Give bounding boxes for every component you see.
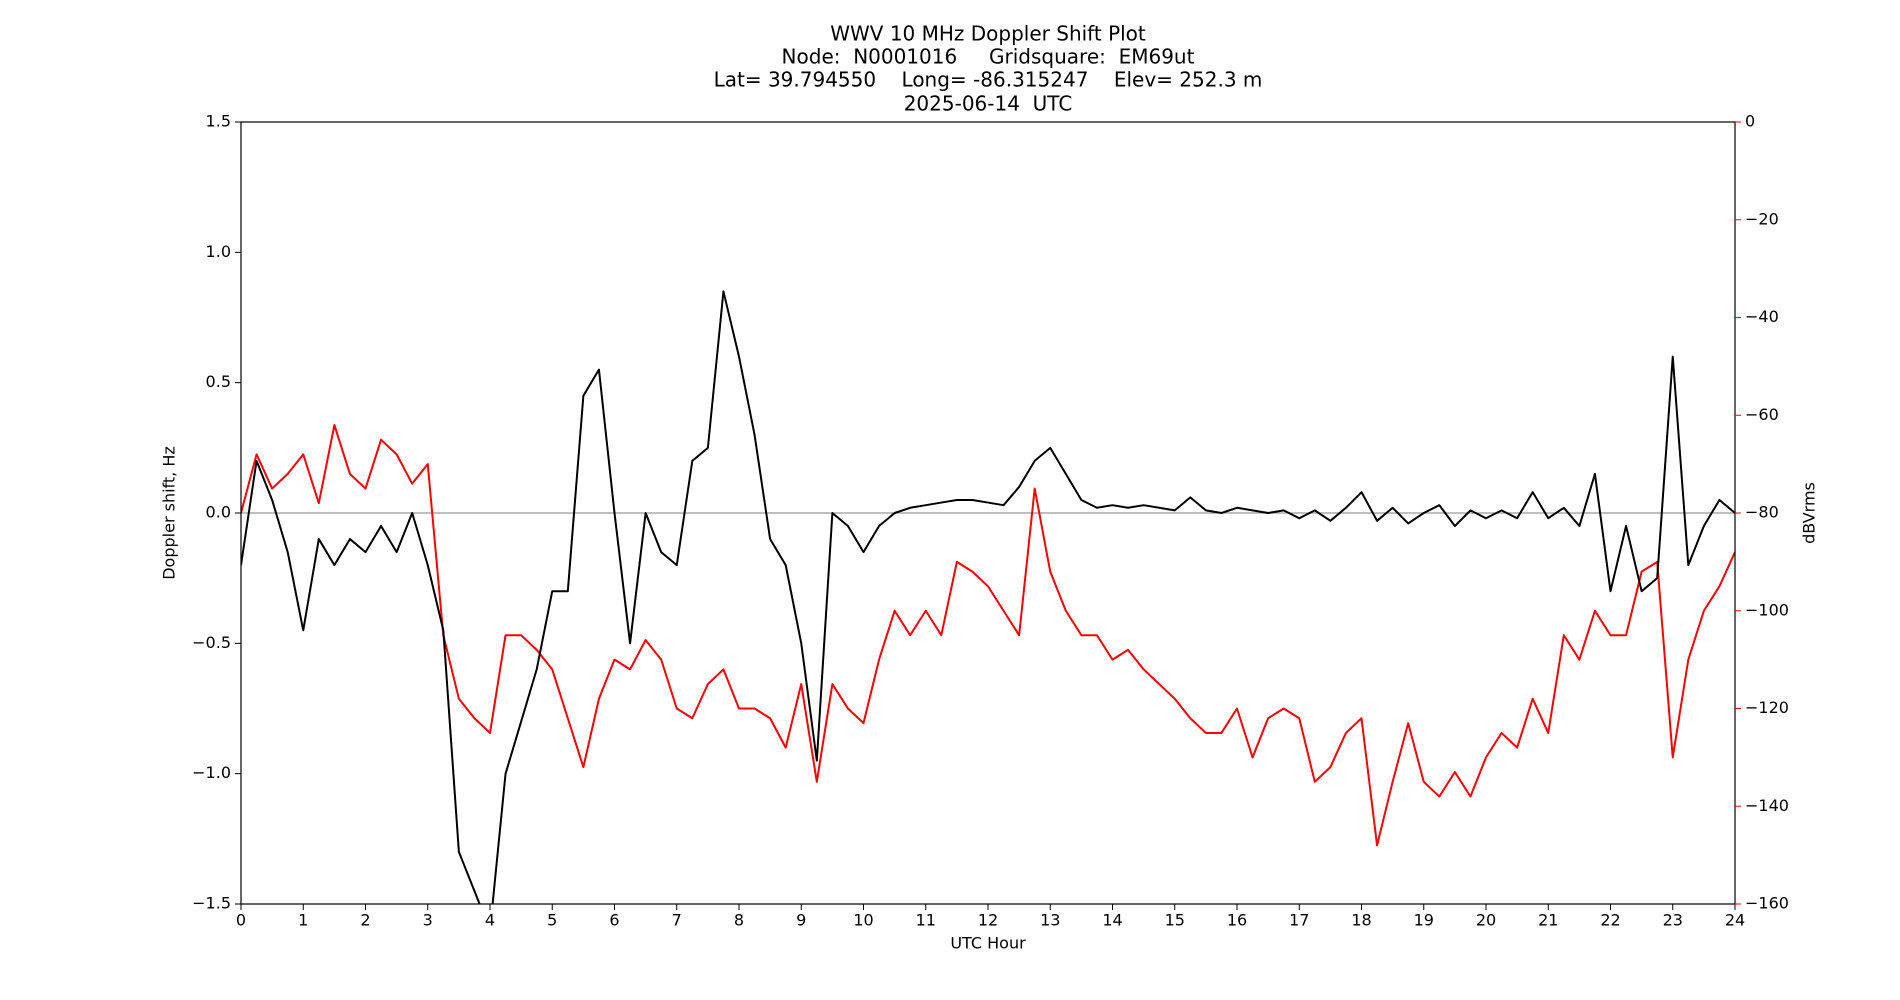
y-axis-label: Doppler shift, Hz (160, 446, 179, 580)
y2-tick-label: −100 (1745, 600, 1789, 619)
y2-tick-label: 0 (1745, 112, 1755, 131)
x-tick-label: 1 (298, 911, 308, 930)
x-tick-label: 15 (1165, 911, 1185, 930)
x-tick-label: 16 (1227, 911, 1247, 930)
y2-tick-label: −160 (1745, 894, 1789, 913)
x-tick-label: 7 (672, 911, 682, 930)
x-tick-label: 17 (1289, 911, 1309, 930)
chart-subtitle: 2025-06-14 UTC (904, 92, 1073, 116)
x-tick-label: 0 (236, 911, 246, 930)
x-tick-label: 22 (1600, 911, 1620, 930)
x-tick-label: 12 (978, 911, 998, 930)
x-tick-label: 2 (360, 911, 370, 930)
x-tick-label: 10 (853, 911, 873, 930)
x-tick-label: 11 (916, 911, 936, 930)
plot-area (241, 290, 1735, 904)
x-tick-label: 21 (1538, 911, 1558, 930)
y-tick-label: 0.0 (206, 503, 231, 522)
chart-title: WWV 10 MHz Doppler Shift Plot (830, 22, 1146, 46)
series-line (241, 290, 1735, 904)
y-tick-label: 0.5 (206, 372, 231, 391)
y-tick-label: −0.5 (192, 633, 231, 652)
x-tick-label: 9 (796, 911, 806, 930)
x-tick-label: 6 (609, 911, 619, 930)
chart-subtitle: Lat= 39.794550 Long= -86.315247 Elev= 25… (714, 68, 1263, 92)
y-tick-label: −1.0 (192, 763, 231, 782)
y2-tick-label: −60 (1745, 405, 1779, 424)
x-tick-label: 3 (423, 911, 433, 930)
y2-tick-label: −120 (1745, 698, 1789, 717)
y-tick-label: 1.0 (206, 242, 231, 261)
x-tick-label: 18 (1351, 911, 1371, 930)
y-tick-label: 1.5 (206, 112, 231, 131)
x-tick-label: 20 (1476, 911, 1496, 930)
x-tick-label: 24 (1725, 911, 1745, 930)
chart-subtitle: Node: N0001016 Gridsquare: EM69ut (782, 45, 1195, 69)
y2-tick-label: −40 (1745, 307, 1779, 326)
x-axis-label: UTC Hour (950, 934, 1026, 953)
x-tick-label: 14 (1102, 911, 1122, 930)
x-tick-label: 8 (734, 911, 744, 930)
series-line (241, 424, 1735, 847)
y2-axis-label: dBVrms (1800, 482, 1819, 544)
x-tick-label: 23 (1663, 911, 1683, 930)
x-tick-label: 5 (547, 911, 557, 930)
y-tick-label: −1.5 (192, 894, 231, 913)
x-tick-label: 19 (1414, 911, 1434, 930)
y2-tick-label: −140 (1745, 796, 1789, 815)
x-tick-label: 13 (1040, 911, 1060, 930)
x-tick-label: 4 (485, 911, 495, 930)
y2-tick-label: −20 (1745, 209, 1779, 228)
y2-tick-label: −80 (1745, 503, 1779, 522)
